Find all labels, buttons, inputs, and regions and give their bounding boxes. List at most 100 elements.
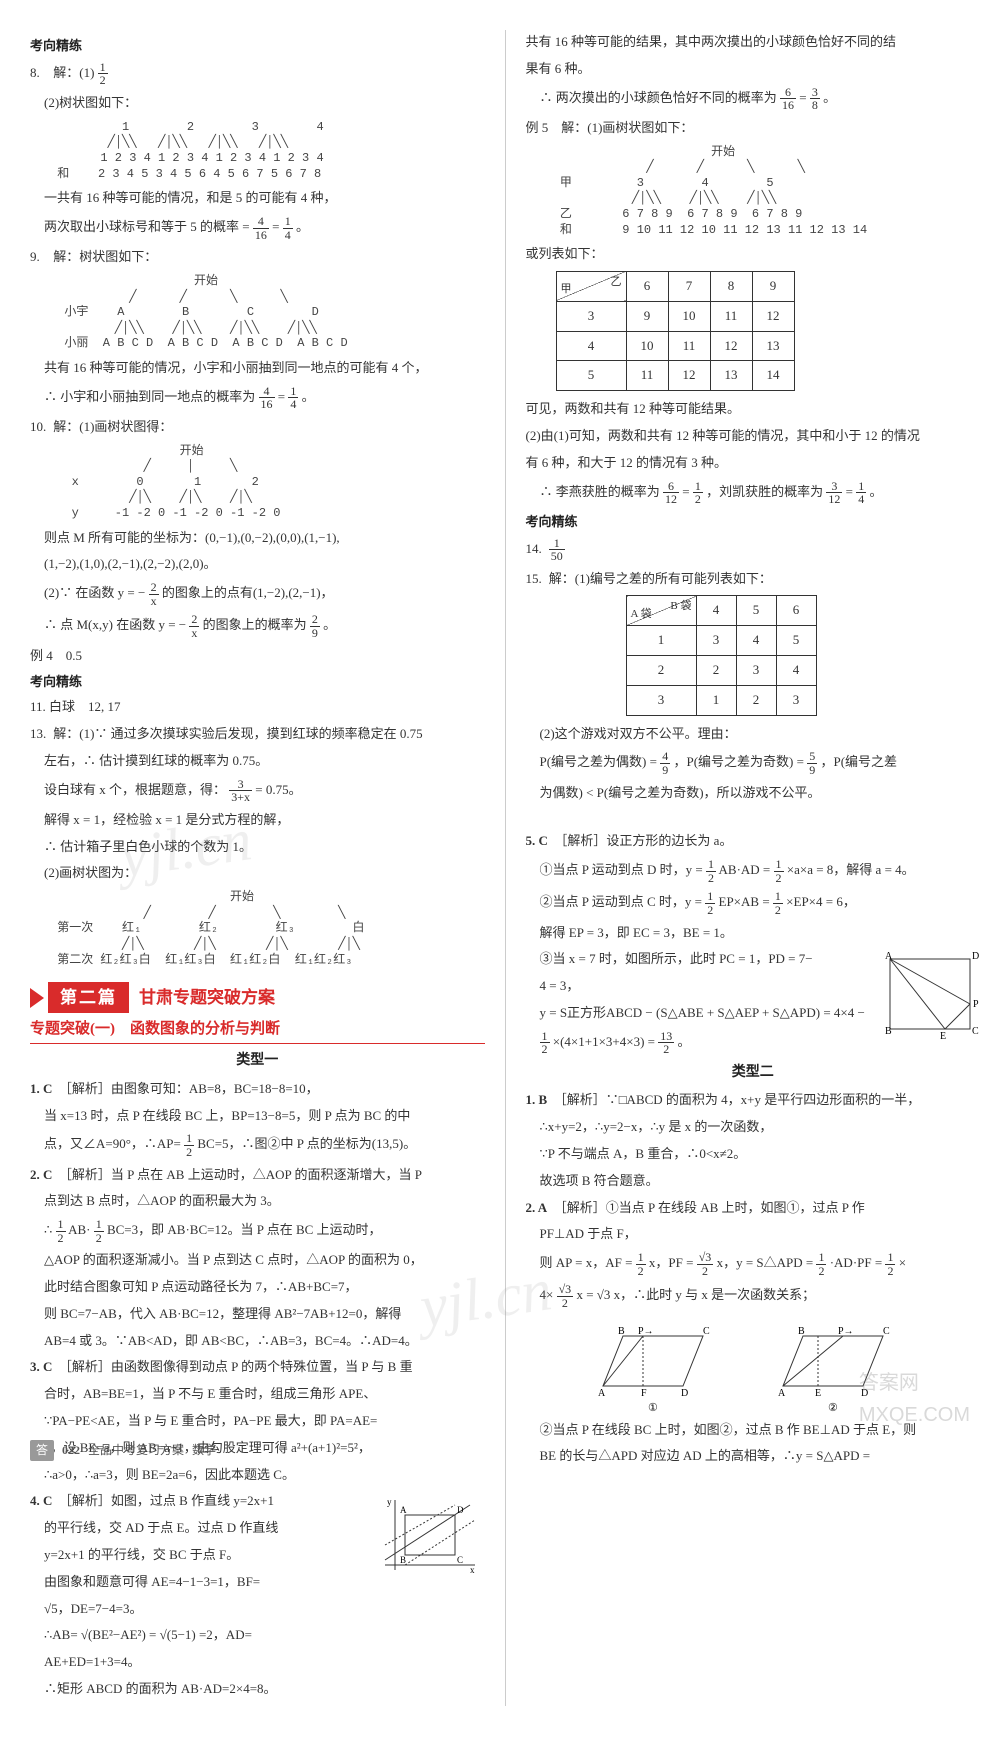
q9: 9. 解：树状图如下： xyxy=(30,247,485,268)
q9-tree: 开始 ╱ ╱ ╲ ╲ 小宇 A B C D ╱│╲╲ ╱│╲╲ ╱│╲╲ ╱│╲… xyxy=(50,274,485,352)
svg-text:B: B xyxy=(400,1555,406,1565)
svg-text:E: E xyxy=(940,1031,946,1039)
r1b: 果有 6 种。 xyxy=(526,59,981,80)
table-2: B 袋 A 袋 456 1345 2234 3123 xyxy=(626,595,817,715)
c2-t6: BE 的长与△APD 对应边 AD 上的高相等，∴y = S△APD = xyxy=(526,1446,981,1467)
q8-num: 8. xyxy=(30,63,50,84)
svg-text:x: x xyxy=(470,1565,475,1575)
svg-text:①: ① xyxy=(648,1402,658,1414)
a2-t5: 此时结合图象可知 P 点运动路径长为 7，∴AB+BC=7， xyxy=(30,1277,485,1298)
a4-t7: AE+ED=1+3=4。 xyxy=(30,1652,485,1673)
b5: 5. C ［解析］设正方形的边长为 a。 xyxy=(526,831,981,852)
svg-text:A: A xyxy=(400,1505,407,1515)
footer-tag: 答 xyxy=(30,1440,54,1461)
svg-text:P→: P→ xyxy=(638,1326,654,1337)
c1-t2: ∴x+y=2，∴y=2−x，∴y 是 x 的一次函数， xyxy=(526,1117,981,1138)
q8-frac: 12 xyxy=(98,61,108,87)
svg-text:②: ② xyxy=(828,1402,838,1414)
q9-p2: ∴ 小宇和小丽抽到同一地点的概率为 416 = 14 。 xyxy=(30,385,485,411)
ex4: 例 4 0.5 xyxy=(30,646,485,667)
kaoxiang-3: 考向精练 xyxy=(526,512,981,533)
r6: (2)这个游戏对双方不公平。理由： xyxy=(526,724,981,745)
r7: P(编号之差为偶数) = 49 ，P(编号之差为奇数) = 59 ，P(编号之差 xyxy=(526,750,981,776)
svg-text:C: C xyxy=(703,1326,710,1337)
a4-figure: A D B C x y xyxy=(375,1495,485,1575)
watermark-brand: 答案网 MXQE.COM xyxy=(859,1367,970,1431)
svg-text:F: F xyxy=(641,1388,647,1399)
q15: 15. 解：(1)编号之差的所有可能列表如下： xyxy=(526,569,981,590)
svg-text:C: C xyxy=(883,1326,890,1337)
r4: (2)由(1)可知，两数和共有 12 种等可能的情况，其中和小于 12 的情况 xyxy=(526,426,981,447)
a3-t2: 合时，AB=BE=1，当 P 不与 E 重合时，组成三角形 APE、 xyxy=(30,1384,485,1405)
q8-p3a: 一共有 16 种等可能的情况，和是 5 的可能有 4 种， xyxy=(30,188,485,209)
q9-p1: 共有 16 种等可能的情况，小宇和小丽抽到同一地点的可能有 4 个， xyxy=(30,358,485,379)
table-1: 乙 甲 6 7 8 9 39101112 410111213 511121314 xyxy=(556,271,795,391)
a4: 4. C ［解析］如图，过点 B 作直线 y=2x+1 AD BC xy xyxy=(30,1491,485,1512)
b5-t3: ②当点 P 运动到点 C 时，y = 12 EP×AB = 12 ×EP×4 =… xyxy=(526,890,981,916)
c2-t4: 4× √32 x = √3 x，∴此时 y 与 x 是一次函数关系； xyxy=(526,1283,981,1309)
footer-title: 全品中考复习方案 xyxy=(88,1441,184,1460)
a3-t5: ∴a>0，∴a=3，则 BE=2a=6，因此本题选 C。 xyxy=(30,1465,485,1486)
svg-text:A: A xyxy=(598,1388,606,1399)
svg-text:B: B xyxy=(798,1326,805,1337)
svg-text:D: D xyxy=(457,1505,464,1515)
section-banner: 第二篇 甘肃专题突破方案 xyxy=(30,982,485,1013)
c1-t3: ∵P 不与端点 A，B 重合，∴0<x≠2。 xyxy=(526,1144,981,1165)
c1-t4: 故选项 B 符合题意。 xyxy=(526,1171,981,1192)
type2-label: 类型二 xyxy=(526,1062,981,1084)
subhead: 专题突破(一) 函数图象的分析与判断 xyxy=(30,1017,485,1044)
q13-p3: 解得 x = 1，经检验 x = 1 是分式方程的解， xyxy=(30,810,485,831)
t1-diag: 乙 甲 xyxy=(556,271,626,301)
q13-p4: ∴ 估计箱子里白色小球的个数为 1。 xyxy=(30,837,485,858)
a2-t7: AB=4 或 3。∵AB<AD，即 AB<BC，∴AB=3，BC=4。∴AD=4… xyxy=(30,1331,485,1352)
svg-text:B: B xyxy=(885,1026,892,1037)
svg-text:A: A xyxy=(778,1388,786,1399)
a1: 1. C ［解析］由图象可知：AB=8，BC=18−8=10， xyxy=(30,1079,485,1100)
banner-left: 第二篇 xyxy=(48,982,129,1013)
q14: 14. 150 xyxy=(526,537,981,563)
svg-text:P: P xyxy=(973,999,979,1010)
q13: 13. 解：(1)∵ 通过多次摸球实验后发现，摸到红球的频率稳定在 0.75 xyxy=(30,724,485,745)
r3: 可见，两数和共有 12 种等可能结果。 xyxy=(526,399,981,420)
q8-sol: 解：(1) xyxy=(53,65,94,80)
q10: 10. 解：(1)画树状图得： xyxy=(30,417,485,438)
a3: 3. C ［解析］由函数图像得到动点 P 的两个特殊位置，当 P 与 B 重 xyxy=(30,1357,485,1378)
q8-p2: (2)树状图如下： xyxy=(30,93,485,114)
q10-p3: ∴ 点 M(x,y) 在函数 y = − 2x 的图象上的概率为 29 。 xyxy=(30,613,485,639)
q10-p1: 则点 M 所有可能的坐标为：(0,−1),(0,−2),(0,0),(1,−1)… xyxy=(30,528,485,549)
svg-text:C: C xyxy=(457,1555,463,1565)
a1-t2: 当 x=13 时，点 P 在线段 BC 上，BP=13−8=5，则 P 点为 B… xyxy=(30,1106,485,1127)
type1-label: 类型一 xyxy=(30,1050,485,1072)
column-divider xyxy=(505,30,506,1706)
c1: 1. B ［解析］∵□ABCD 的面积为 4，x+y 是平行四边形面积的一半， xyxy=(526,1090,981,1111)
r1: 共有 16 种等可能的结果，其中两次摸出的小球颜色恰好不同的结 xyxy=(526,32,981,53)
q8: 8. 解：(1) 12 xyxy=(30,61,485,87)
b5-t4: 解得 EP = 3，即 EC = 3，BE = 1。 xyxy=(526,923,981,944)
a2: 2. C ［解析］当 P 点在 AB 上运动时，△AOP 的面积逐渐增大，当 P xyxy=(30,1165,485,1186)
svg-text:C: C xyxy=(972,1026,979,1037)
ex5: 例 5 解：(1)画树状图如下： xyxy=(526,118,981,139)
q13-p2: 设白球有 x 个，根据题意，得： 33+x = 0.75。 xyxy=(30,778,485,804)
page-root: 考向精练 8. 解：(1) 12 (2)树状图如下： 1 2 3 4 ╱│╲╲ … xyxy=(0,0,1000,1746)
right-column: 共有 16 种等可能的结果，其中两次摸出的小球颜色恰好不同的结 果有 6 种。 … xyxy=(526,30,981,1706)
svg-text:E: E xyxy=(815,1388,821,1399)
svg-text:P→: P→ xyxy=(838,1326,854,1337)
svg-text:y: y xyxy=(387,1497,392,1507)
svg-text:D: D xyxy=(681,1388,688,1399)
a4-t8: ∴矩形 ABCD 的面积为 AB·AD=2×4=8。 xyxy=(30,1679,485,1700)
c2-t3: 则 AP = x，AF = 12 x，PF = √32 x，y = S△APD … xyxy=(526,1251,981,1277)
a4-t6: ∴AB= √(BE²−AE²) = √(5−1) =2，AD= xyxy=(30,1625,485,1646)
r2: ∴ 两次摸出的小球颜色恰好不同的概率为 616 = 38 。 xyxy=(526,86,981,112)
or-table: 或列表如下： xyxy=(526,244,981,265)
a2-t2: 点到达 B 点时，△AOP 的面积最大为 3。 xyxy=(30,1191,485,1212)
q10-p2: (2)∵ 在函数 y = − 2x 的图象上的点有(1,−2),(2,−1)， xyxy=(30,581,485,607)
footer-page: 022 xyxy=(62,1441,80,1460)
b5-figure: AD BC EP xyxy=(880,949,980,1039)
kaoxiang-1: 考向精练 xyxy=(30,36,485,57)
ex5-tree: 开始 ╱ ╱ ╲ ╲ 甲 3 4 5 ╱│╲╲ ╱│╲╲ ╱│╲╲ 乙 6 7 … xyxy=(546,145,981,239)
q8-p3b: 两次取出小球标号和等于 5 的概率 = 416 = 14 。 xyxy=(30,215,485,241)
a2-t6: 则 BC=7−AB，代入 AB·BC=12，整理得 AB²−7AB+12=0，解… xyxy=(30,1304,485,1325)
c2-t2: PF⊥AD 于点 F， xyxy=(526,1224,981,1245)
kaoxiang-2: 考向精练 xyxy=(30,672,485,693)
q8-tree: 1 2 3 4 ╱│╲╲ ╱│╲╲ ╱│╲╲ ╱│╲╲ 1 2 3 4 1 2 … xyxy=(50,120,485,182)
